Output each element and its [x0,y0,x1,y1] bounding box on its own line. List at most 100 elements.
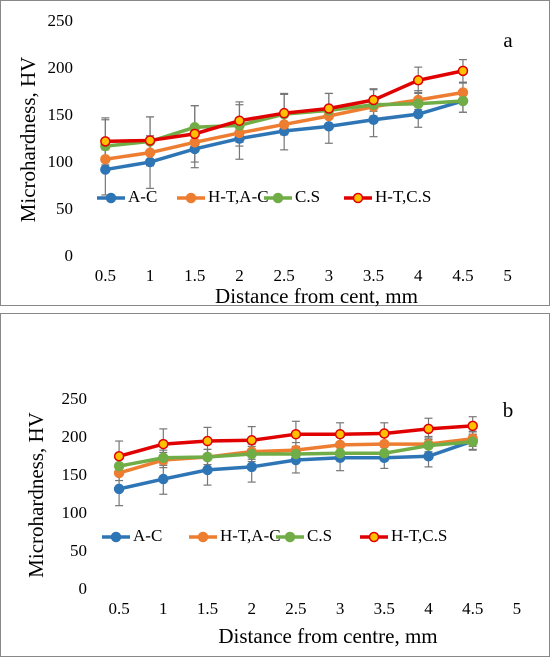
y-tick-label: 0 [65,246,74,265]
x-axis-label: Distance from cent, mm [215,284,418,308]
data-point [202,451,213,463]
legend-label: H-T,C.S [375,187,431,206]
x-tick-label: 1 [146,266,155,285]
x-tick-label: 1.5 [197,599,218,618]
x-tick-label: 5 [513,599,522,618]
data-point [467,436,478,448]
legend-label: H-T,A-C [208,187,269,206]
legend-marker [368,531,380,543]
legend-label: C.S [295,187,320,206]
data-point [413,108,424,120]
legend-label: A-C [133,526,162,545]
y-axis-label: Microhardness, HV [16,57,40,223]
x-tick-label: 4.5 [462,599,483,618]
data-point [100,164,111,175]
data-point [457,95,469,107]
data-point [423,423,434,435]
y-tick-label: 100 [62,503,88,522]
x-axis-label: Distance from centre, mm [218,624,437,648]
data-point [379,447,390,459]
data-point [334,447,346,459]
data-point [246,448,257,460]
data-point [113,450,125,462]
x-tick-label: 3.5 [374,599,395,618]
data-point [246,435,257,446]
legend-marker [185,192,197,204]
data-point [202,464,213,476]
data-point [158,473,169,485]
legend-label: A-C [128,187,157,206]
x-tick-label: 1.5 [184,266,205,285]
x-tick-label: 0.5 [108,599,129,618]
legend-marker [284,531,296,543]
y-tick-label: 50 [56,199,73,218]
panel-label: a [503,28,513,52]
data-point [457,65,469,77]
x-tick-label: 2.5 [285,599,306,618]
data-point [457,87,469,98]
data-point [100,153,111,165]
legend-label: H-T,C.S [391,526,447,545]
data-point [467,420,478,432]
legend-marker [110,531,122,543]
legend-label: C.S [307,526,332,545]
data-point [323,121,335,132]
data-point [423,440,434,451]
data-point [158,438,169,450]
y-tick-label: 150 [48,105,74,124]
data-point [158,452,169,464]
data-point [413,98,424,110]
x-tick-label: 3 [325,266,334,285]
data-point [144,135,156,146]
x-tick-label: 4.5 [452,266,473,285]
x-tick-label: 5 [503,266,512,285]
data-point [234,115,245,126]
data-point [189,137,200,148]
y-axis-label: Microhardness, HV [24,412,48,578]
y-tick-label: 150 [62,465,88,484]
legend-label: H-T,A-C [220,526,281,545]
x-tick-label: 1 [159,599,168,618]
data-point [144,156,156,168]
y-tick-label: 250 [48,11,74,30]
x-tick-label: 3.5 [363,266,384,285]
x-tick-label: 4 [424,599,433,618]
panel-label: b [503,398,514,422]
y-tick-label: 50 [70,541,87,560]
data-point [278,107,290,119]
data-point [323,103,335,114]
x-tick-label: 2 [235,266,244,285]
y-tick-label: 100 [48,152,74,171]
data-point [100,136,111,147]
data-point [368,94,379,106]
data-point [290,428,302,440]
data-point [189,128,200,140]
panel-border [0,0,550,306]
data-point [113,483,125,495]
x-tick-label: 3 [336,599,345,618]
legend-marker [105,192,117,204]
legend-marker [352,192,364,204]
data-point [144,147,156,158]
data-point [334,428,346,440]
legend-marker [197,531,209,543]
y-tick-label: 200 [62,427,88,446]
data-point [423,450,434,462]
legend-marker [272,192,284,204]
data-point [368,114,379,126]
data-point [202,435,213,447]
x-tick-label: 4 [414,266,423,285]
data-point [278,119,290,130]
data-point [413,75,424,86]
data-point [290,448,302,460]
x-tick-label: 2.5 [274,266,295,285]
y-tick-label: 0 [79,579,88,598]
data-point [113,460,125,472]
y-tick-label: 250 [62,389,88,408]
data-point [379,438,390,450]
y-tick-label: 200 [48,58,74,77]
data-point [246,461,257,473]
x-tick-label: 2 [247,599,256,618]
data-point [379,428,390,439]
